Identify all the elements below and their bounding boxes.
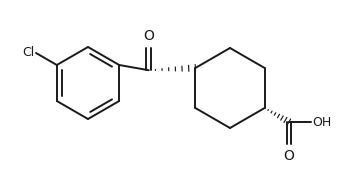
Text: O: O xyxy=(143,29,154,43)
Text: Cl: Cl xyxy=(22,46,34,59)
Text: O: O xyxy=(283,149,294,163)
Text: OH: OH xyxy=(312,116,331,129)
